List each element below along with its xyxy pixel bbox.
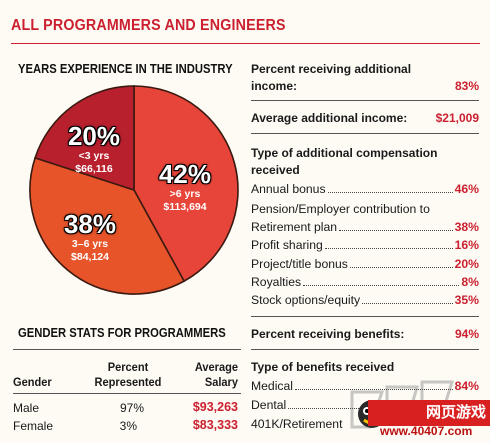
dot-leader <box>295 389 453 390</box>
comp-row-value: 16% <box>454 238 479 252</box>
benefit-types-title: Type of benefits received <box>251 360 395 374</box>
rule-3 <box>251 316 479 317</box>
benefit-row-401k: 401K/Retirement <box>251 416 479 432</box>
comp-row-label: Annual bonus <box>251 182 326 196</box>
rule-1 <box>251 100 479 101</box>
pie-label-gt6: 42% >6 yrs $113,694 <box>142 160 228 214</box>
dot-leader <box>362 303 453 304</box>
comp-row-label: Project/title bonus <box>251 257 348 271</box>
additional-income-value: 83% <box>454 79 479 93</box>
pie-salary-lt3: $66,116 <box>75 163 113 175</box>
pie-label-3to6: 38% 3–6 yrs $84,124 <box>48 210 132 264</box>
pie-cat-gt6: >6 yrs <box>169 188 201 200</box>
pie-salary-gt6: $113,694 <box>163 201 207 213</box>
title-rule <box>11 43 480 44</box>
gender-title-rule <box>13 349 241 350</box>
pie-pct-lt3: 20% <box>67 121 121 151</box>
dot-leader <box>324 248 453 249</box>
comp-row-value: 46% <box>454 182 479 196</box>
comp-row-label: Royalties <box>251 275 302 289</box>
gender-row-male-label: Male <box>13 401 40 415</box>
gender-row-female-pct: 3% <box>119 419 137 433</box>
comp-row-label: Profit sharing <box>251 238 323 252</box>
pie-salary-3to6: $84,124 <box>71 251 109 263</box>
rule-4 <box>251 349 479 350</box>
comp-types-title-1: Type of additional compensation <box>251 146 438 160</box>
comp-row-royalties: Royalties 8% <box>251 274 479 290</box>
benefits-label: Percent receiving benefits: <box>251 327 405 341</box>
pie-label-lt3: 20% <3 yrs $66,116 <box>56 122 132 176</box>
gender-row-male-pct: 97% <box>119 401 144 415</box>
dot-leader <box>339 230 453 231</box>
pie-cat-3to6: 3–6 yrs <box>71 238 109 250</box>
pie-pct-3to6: 38% <box>63 209 117 239</box>
pie-slice-3to6 <box>29 156 186 295</box>
pie-cat-lt3: <3 yrs <box>78 150 110 162</box>
comp-row-value: 8% <box>461 275 479 289</box>
additional-income-label-2: income: <box>251 79 298 93</box>
comp-row-stock-options: Stock options/equity 35% <box>251 292 479 308</box>
comp-row-annual-bonus: Annual bonus 46% <box>251 181 479 197</box>
gender-header-rule <box>13 393 241 394</box>
comp-row-label: Stock options/equity <box>251 293 361 307</box>
pie-slice-lt3 <box>34 85 135 192</box>
comp-row-label: Retirement plan <box>251 220 338 234</box>
pie-slice-gt6 <box>133 85 239 283</box>
gender-section-title: GENDER STATS FOR PROGRAMMERS <box>18 326 226 340</box>
pie-chart-title: YEARS EXPERIENCE IN THE INDUSTRY <box>18 62 233 76</box>
gender-row-male-salary: $93,263 <box>192 400 238 414</box>
comp-row-value: 20% <box>454 257 479 271</box>
header: ALL PROGRAMMERS AND ENGINEERS <box>0 0 490 48</box>
comp-row-retirement: Retirement plan 38% <box>251 219 479 235</box>
comp-row-value: 35% <box>454 293 479 307</box>
page-title: ALL PROGRAMMERS AND ENGINEERS <box>11 17 286 34</box>
watermark-url: www.40407.com <box>380 424 473 438</box>
gender-row-female-label: Female <box>13 419 54 433</box>
dot-leader <box>349 267 453 268</box>
benefit-row-value: 84% <box>454 379 479 393</box>
additional-income-label-1: Percent receiving additional <box>251 62 412 76</box>
experience-pie-chart <box>29 85 239 295</box>
comp-row-value: 38% <box>454 220 479 234</box>
comp-row-project-bonus: Project/title bonus 20% <box>251 256 479 272</box>
benefit-row-label: 401K/Retirement <box>251 417 343 431</box>
avg-additional-label: Average additional income: <box>251 111 408 125</box>
salary-col-header-2: Salary <box>204 375 238 389</box>
benefits-value: 94% <box>454 327 479 341</box>
gender-row-female-salary: $83,333 <box>192 418 238 432</box>
dot-leader <box>327 192 453 193</box>
pie-pct-gt6: 42% <box>158 159 212 189</box>
salary-col-header-1: Average <box>194 360 238 374</box>
comp-row-profit-sharing: Profit sharing 16% <box>251 237 479 253</box>
comp-types-title-2: received <box>251 163 300 177</box>
comp-row-pension: Pension/Employer contribution to <box>251 201 479 217</box>
pct-col-header-1: Percent <box>107 360 149 374</box>
comp-row-label: Pension/Employer contribution to <box>251 202 430 216</box>
benefit-row-medical: Medical 84% <box>251 378 479 394</box>
rule-2 <box>251 133 479 134</box>
watermark-logo: 网页游戏 <box>368 400 490 426</box>
avg-additional-value: $21,009 <box>435 111 479 125</box>
pct-col-header-2: Represented <box>94 375 162 389</box>
benefit-row-label: Medical <box>251 379 293 393</box>
benefit-row-label: Dental <box>251 398 287 412</box>
dot-leader <box>303 285 460 286</box>
gender-col-header: Gender <box>13 375 52 389</box>
